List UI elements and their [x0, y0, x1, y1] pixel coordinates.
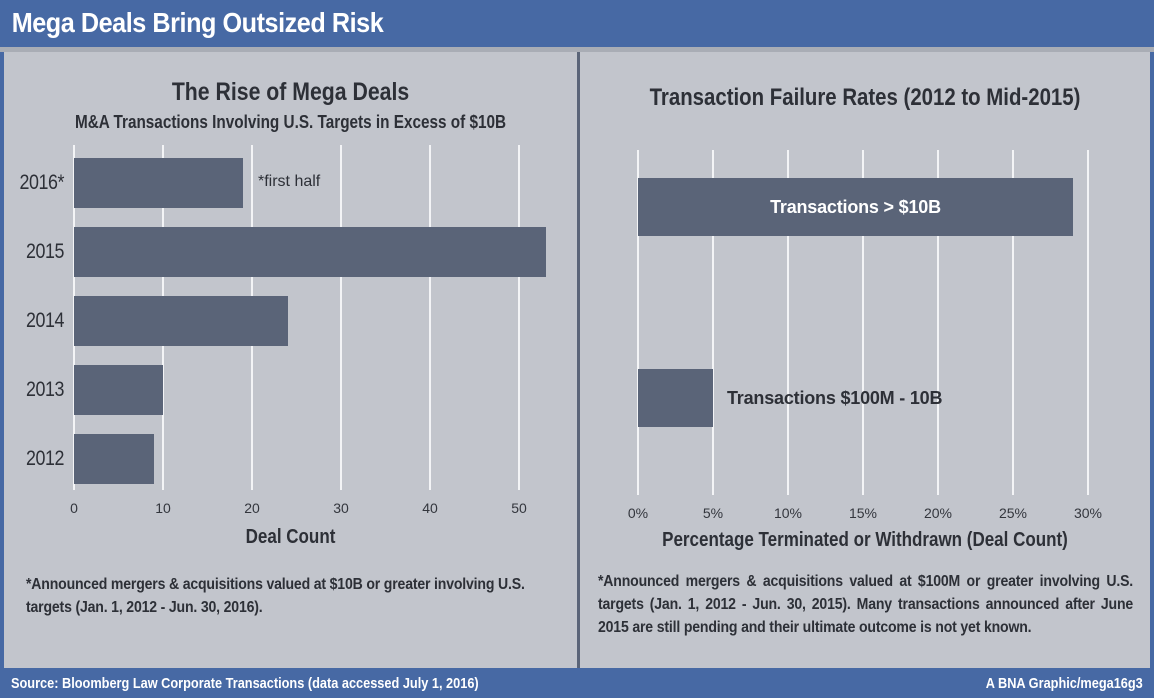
right-chart-plot: 0% 5% 10% 15% 20% 25% 30% Transactions > $10B Tr…	[628, 150, 1110, 521]
bar-label: Transactions $100M - 10B	[727, 387, 943, 408]
gridline	[787, 150, 789, 495]
graphic-title: Mega Deals Bring Outsized Risk	[11, 7, 384, 38]
panel-divider	[577, 52, 580, 668]
category-label: 2013	[25, 378, 64, 401]
bar	[74, 227, 546, 277]
bar	[74, 365, 163, 415]
category-label: 2016*	[19, 171, 64, 194]
right-chart-footnote: *Announced mergers & acquisitions valued…	[598, 573, 1134, 636]
x-tick-label: 20%	[923, 505, 953, 521]
x-tick-label: 15%	[848, 505, 878, 521]
right-chart-panel: Transaction Failure Rates (2012 to Mid-2…	[580, 52, 1150, 668]
graphic-header: Mega Deals Bring Outsized Risk	[0, 0, 1154, 52]
bar	[74, 158, 244, 208]
x-tick-label: 25%	[998, 505, 1028, 521]
x-tick-label: 5%	[702, 505, 724, 521]
gridline	[637, 150, 639, 495]
gridline	[712, 150, 714, 495]
gridline	[862, 150, 864, 495]
bar	[638, 369, 713, 427]
x-tick-label: 0	[70, 500, 78, 516]
credit-text: A BNA Graphic/mega16g3	[985, 674, 1143, 692]
gridline	[518, 145, 520, 490]
x-tick-label: 0%	[627, 505, 649, 521]
left-chart-footnote: *Announced mergers & acquisitions valued…	[26, 576, 525, 616]
gridline	[429, 145, 431, 490]
right-chart-xaxis-label: Percentage Terminated or Withdrawn (Deal…	[662, 529, 1068, 551]
annotation: *first half	[258, 173, 321, 190]
gridline	[937, 150, 939, 495]
graphic-footer: Source: Bloomberg Law Corporate Transact…	[0, 668, 1154, 698]
category-label: 2012	[25, 447, 64, 470]
x-tick-label: 40	[422, 500, 438, 516]
right-chart-title: Transaction Failure Rates (2012 to Mid-2…	[649, 84, 1081, 111]
category-label: 2014	[25, 309, 64, 332]
left-chart-xaxis-label: Deal Count	[245, 526, 336, 548]
x-tick-label: 20	[244, 500, 260, 516]
x-tick-label: 10	[155, 500, 171, 516]
x-tick-label: 30	[333, 500, 349, 516]
left-chart-subtitle: M&A Transactions Involving U.S. Targets …	[74, 112, 507, 132]
left-chart-title: The Rise of Mega Deals	[171, 78, 410, 106]
gridline	[340, 145, 342, 490]
bar	[74, 296, 288, 346]
gridline	[1012, 150, 1014, 495]
left-chart-plot: 0 10 20 30 40 50 2016* 2015 2014 2013 2012 *first h…	[19, 145, 564, 516]
x-tick-label: 50	[511, 500, 527, 516]
content-area: The Rise of Mega Deals M&A Transactions …	[0, 52, 1154, 668]
bar: Transactions > $10B	[638, 178, 1073, 236]
left-chart-panel: The Rise of Mega Deals M&A Transactions …	[4, 52, 577, 668]
bar-label: Transactions > $10B	[770, 196, 941, 217]
gridline	[1087, 150, 1089, 495]
category-label: 2015	[25, 240, 64, 263]
source-text: Source: Bloomberg Law Corporate Transact…	[11, 674, 479, 692]
x-tick-label: 30%	[1073, 505, 1103, 521]
bar	[74, 434, 155, 484]
x-tick-label: 10%	[773, 505, 803, 521]
